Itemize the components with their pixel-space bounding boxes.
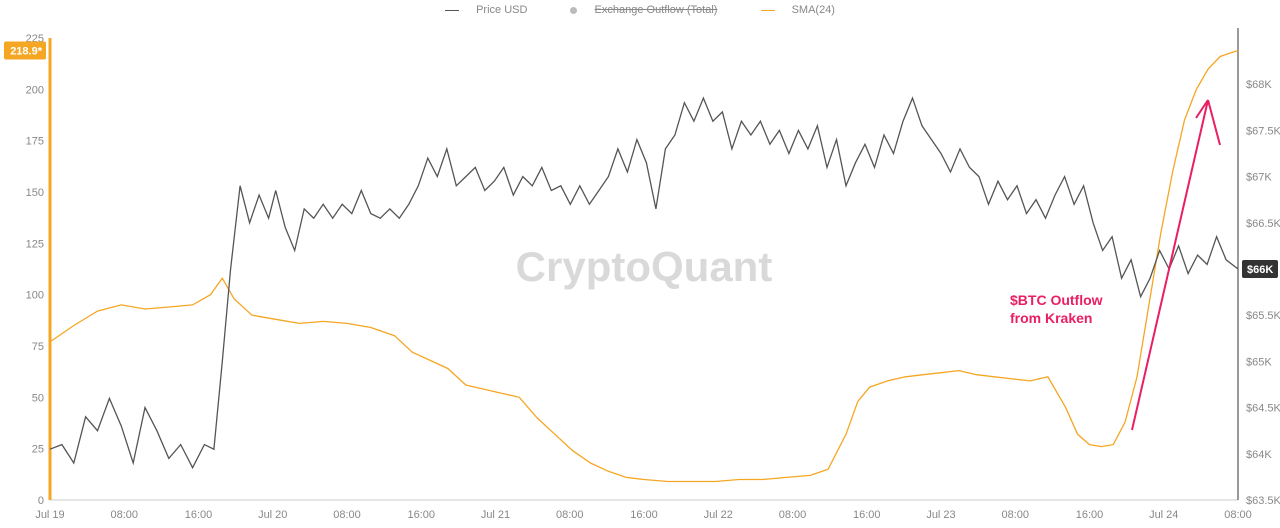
svg-text:08:00: 08:00 [333, 509, 361, 521]
svg-text:Jul 23: Jul 23 [926, 509, 955, 521]
svg-text:0: 0 [38, 495, 44, 507]
svg-text:08:00: 08:00 [1001, 509, 1029, 521]
svg-text:$66.5K: $66.5K [1246, 218, 1280, 230]
legend-dot-icon [570, 7, 577, 14]
legend-item-sma: SMA(24) [751, 4, 845, 16]
svg-text:200: 200 [26, 84, 44, 96]
svg-text:16:00: 16:00 [853, 509, 881, 521]
svg-text:$64.5K: $64.5K [1246, 403, 1280, 415]
svg-text:125: 125 [26, 238, 44, 250]
legend-label: SMA(24) [792, 4, 835, 16]
legend-label: Price USD [476, 4, 527, 16]
svg-text:$BTC Outflow: $BTC Outflow [1010, 292, 1103, 308]
svg-text:Jul 22: Jul 22 [704, 509, 733, 521]
legend: Price USD Exchange Outflow (Total) SMA(2… [0, 4, 1280, 16]
svg-text:08:00: 08:00 [556, 509, 584, 521]
svg-text:$67.5K: $67.5K [1246, 125, 1280, 137]
svg-text:$68K: $68K [1246, 79, 1272, 91]
svg-text:25: 25 [32, 444, 44, 456]
svg-text:75: 75 [32, 341, 44, 353]
legend-item-price: Price USD [435, 4, 540, 16]
svg-text:50: 50 [32, 392, 44, 404]
legend-swatch-icon [445, 10, 459, 11]
chart-container: Price USD Exchange Outflow (Total) SMA(2… [0, 0, 1280, 528]
legend-label: Exchange Outflow (Total) [595, 4, 718, 16]
chart-svg: CryptoQuant0255075100125150175200225$63.… [0, 0, 1280, 528]
svg-text:Jul 20: Jul 20 [258, 509, 287, 521]
svg-text:150: 150 [26, 187, 44, 199]
svg-text:16:00: 16:00 [407, 509, 435, 521]
svg-text:$65.5K: $65.5K [1246, 310, 1280, 322]
svg-text:08:00: 08:00 [110, 509, 138, 521]
svg-text:from Kraken: from Kraken [1010, 310, 1092, 326]
svg-text:Jul 19: Jul 19 [35, 509, 64, 521]
legend-item-outflow: Exchange Outflow (Total) [560, 4, 730, 16]
svg-text:$66K: $66K [1247, 264, 1273, 276]
svg-text:16:00: 16:00 [1076, 509, 1104, 521]
svg-text:175: 175 [26, 136, 44, 148]
legend-swatch-icon [761, 10, 775, 11]
svg-text:$63.5K: $63.5K [1246, 495, 1280, 507]
svg-text:100: 100 [26, 290, 44, 302]
svg-text:Jul 24: Jul 24 [1149, 509, 1178, 521]
svg-text:08:00: 08:00 [779, 509, 807, 521]
svg-text:CryptoQuant: CryptoQuant [516, 243, 773, 290]
svg-text:16:00: 16:00 [630, 509, 658, 521]
svg-text:Jul 21: Jul 21 [481, 509, 510, 521]
svg-text:$65K: $65K [1246, 356, 1272, 368]
svg-text:$64K: $64K [1246, 449, 1272, 461]
svg-text:218.9*: 218.9* [10, 46, 43, 58]
svg-text:16:00: 16:00 [185, 509, 213, 521]
svg-text:$67K: $67K [1246, 172, 1272, 184]
svg-text:08:00: 08:00 [1224, 509, 1252, 521]
